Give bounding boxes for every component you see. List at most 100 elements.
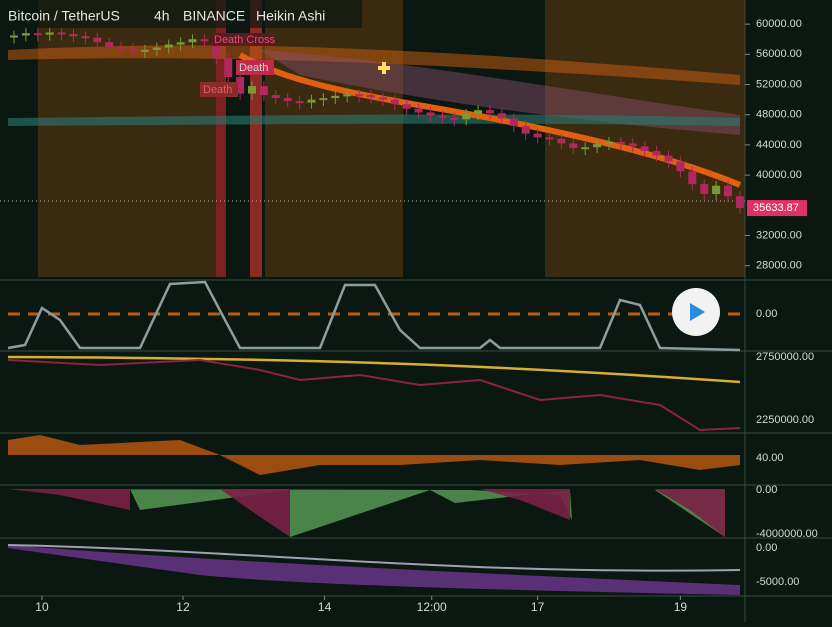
candle [652, 150, 661, 156]
candle [10, 35, 18, 38]
candle [581, 147, 590, 150]
candle [521, 126, 530, 134]
candle [21, 33, 30, 36]
candle [557, 138, 566, 144]
y-tick-label: 32000.00 [756, 229, 802, 241]
candle [212, 40, 221, 59]
candle [509, 118, 518, 127]
candle [390, 99, 399, 105]
candle [688, 171, 697, 185]
candle [271, 95, 280, 99]
candle [343, 94, 352, 97]
candle [331, 95, 340, 99]
candle [664, 155, 673, 162]
x-tick-label: 17 [531, 600, 545, 614]
exchange: BINANCE [183, 8, 245, 24]
annotation: Death Cross [214, 34, 276, 46]
candle [486, 110, 494, 114]
histogram [8, 489, 725, 537]
candle [307, 99, 316, 103]
panel-tick: 0.00 [756, 308, 777, 320]
annotation-box [200, 82, 238, 97]
annotation: Death [203, 84, 232, 96]
candle [640, 146, 649, 151]
last-price-label: 35633.87 [753, 202, 799, 214]
obv [7, 358, 741, 432]
candle [188, 39, 197, 43]
candle [378, 97, 387, 100]
candle [129, 48, 137, 51]
candle [319, 98, 328, 101]
panel-tick: -4000000.00 [756, 528, 818, 540]
x-tick-label: 12 [176, 600, 190, 614]
signal-bar [216, 0, 226, 277]
x-tick-label: 14 [318, 600, 332, 614]
y-tick-label: 44000.00 [756, 139, 802, 151]
candle [676, 161, 685, 172]
candle [57, 32, 66, 35]
candle [724, 185, 732, 197]
candle [140, 49, 149, 52]
panel-tick: 2250000.00 [756, 414, 814, 426]
candle [735, 196, 744, 209]
annotation-box [236, 60, 274, 75]
candle [497, 113, 506, 119]
candle [200, 39, 209, 42]
symbol: Bitcoin / TetherUS [8, 8, 120, 24]
candle [474, 110, 483, 114]
candle [81, 36, 90, 39]
candle [105, 42, 114, 47]
indicator-area [8, 545, 740, 595]
candle [236, 76, 245, 94]
annotation-box [212, 33, 274, 46]
x-tick-label: 19 [674, 600, 688, 614]
indicator-line [7, 544, 741, 572]
ma-band [8, 114, 740, 126]
region [265, 0, 403, 277]
candle [545, 137, 554, 140]
candle [462, 113, 471, 120]
marker [378, 62, 390, 74]
annotation: Death [239, 62, 268, 74]
panel-tick: 2750000.00 [756, 351, 814, 363]
candle [438, 115, 447, 118]
candle [248, 86, 256, 94]
candle [33, 33, 42, 36]
panel-tick: 40.00 [756, 452, 784, 464]
rsi-area [8, 435, 740, 475]
y-tick-label: 28000.00 [756, 260, 802, 272]
candle [450, 117, 459, 120]
candle [164, 44, 173, 48]
candle [176, 42, 185, 45]
play-icon [690, 303, 705, 321]
last-price-badge [747, 200, 807, 217]
x-tick-label: 12:00 [417, 600, 447, 614]
candle [533, 133, 542, 138]
ma-band [8, 45, 740, 85]
histogram [8, 489, 725, 537]
candle [628, 143, 637, 147]
candle [414, 108, 423, 113]
oscillator [7, 280, 741, 352]
candle [616, 141, 625, 144]
panel-tick: 0.00 [756, 542, 777, 554]
candle [45, 32, 54, 35]
y-tick-label: 52000.00 [756, 78, 802, 90]
y-tick-label: 48000.00 [756, 109, 802, 121]
candle [93, 37, 102, 43]
candle [152, 47, 161, 50]
y-tick-label: 56000.00 [756, 48, 802, 60]
y-tick-label: 40000.00 [756, 169, 802, 181]
chart-style: Heikin Ashi [256, 8, 325, 24]
interval: 4h [154, 8, 170, 24]
candle [283, 98, 292, 102]
header-bg [0, 0, 362, 28]
obv-ma [7, 355, 741, 384]
candle [117, 46, 126, 49]
panel-tick: -5000.00 [756, 576, 799, 588]
candle [355, 94, 364, 97]
candle [700, 184, 709, 194]
candle [402, 104, 411, 109]
